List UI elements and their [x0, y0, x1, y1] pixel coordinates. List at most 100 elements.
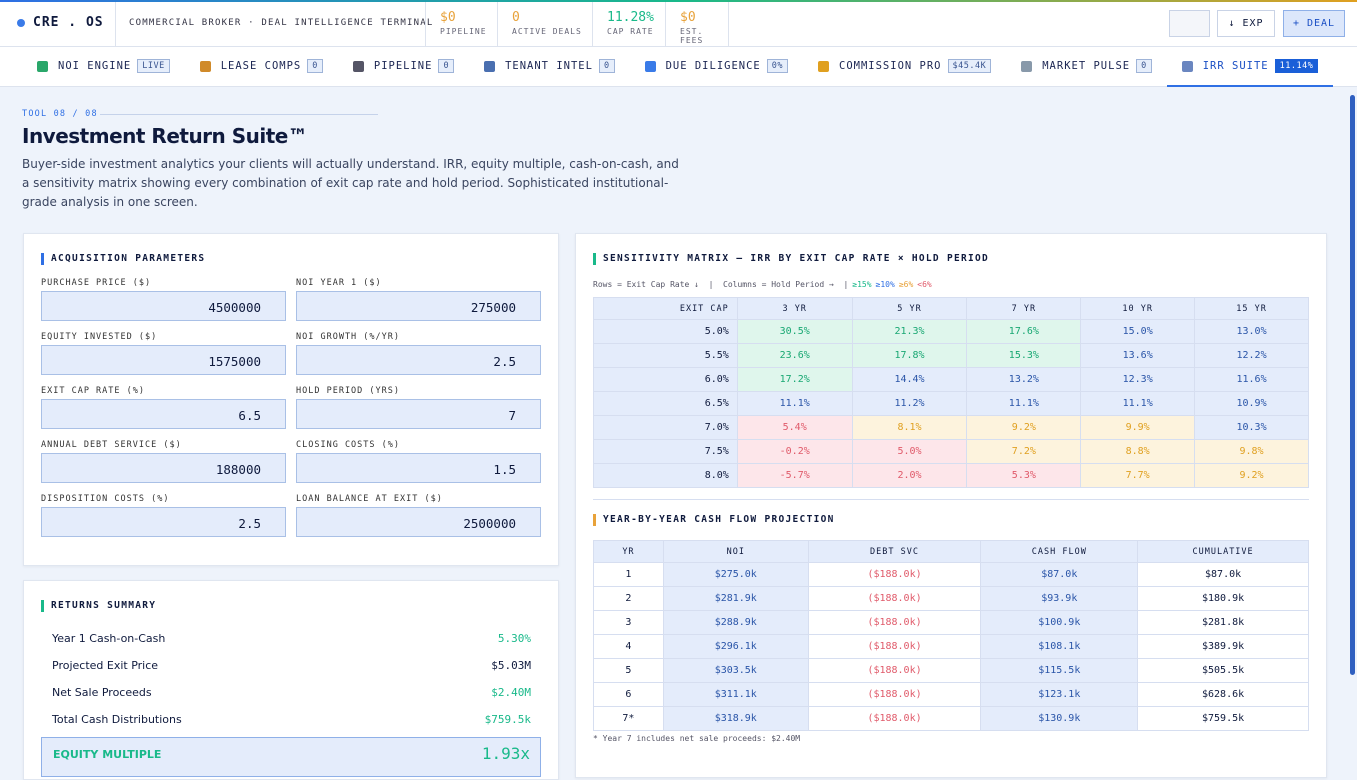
cashflow-cell: $281.9k [662, 586, 809, 611]
summary-label: Projected Exit Price [52, 659, 159, 672]
irr-cell: -0.2% [736, 439, 853, 464]
cashflow-cell: $180.9k [1137, 586, 1309, 611]
cashflow-cell: ($188.0k) [807, 634, 982, 659]
column-header: EXIT CAP [593, 297, 738, 320]
tab[interactable]: COMMISSION PRO $45.4K [803, 47, 1006, 87]
new-deal-button[interactable]: + DEAL [1283, 10, 1345, 37]
tab-label: NOI ENGINE [58, 60, 132, 72]
irr-cell: 11.1% [736, 391, 853, 416]
cashflow-cell: $311.1k [662, 682, 809, 707]
cashflow-row: 4 $296.1k ($188.0k) $108.1k $389.9k [593, 634, 1309, 659]
top-bar [0, 0, 1357, 47]
cashflow-row: 2 $281.9k ($188.0k) $93.9k $180.9k [593, 586, 1309, 611]
field-input[interactable]: 2.5 [296, 345, 541, 375]
tab[interactable]: NOI ENGINE LIVE [22, 47, 185, 87]
legend-item: ≥6% [898, 280, 914, 289]
irr-cell: 17.2% [736, 367, 853, 392]
legend-item: ≥15% [852, 280, 872, 289]
tab[interactable]: IRR SUITE 11.14% [1166, 47, 1334, 87]
tab-icon [1181, 60, 1193, 72]
stat-value: 0 [512, 10, 520, 25]
row-header: 7.5% [593, 439, 738, 464]
cashflow-cell: $389.9k [1137, 634, 1309, 659]
field-input[interactable]: 2500000 [296, 507, 541, 537]
tab-badge: 0 [1136, 59, 1152, 73]
analysis-card: SENSITIVITY MATRIX — IRR BY EXIT CAP RAT… [575, 233, 1327, 778]
field-input[interactable]: 7 [296, 399, 541, 429]
row-header: 6.0% [593, 367, 738, 392]
tab[interactable]: LEASE COMPS 0 [185, 47, 338, 87]
irr-cell: 12.2% [1194, 343, 1309, 368]
cashflow-cell: $123.1k [980, 682, 1139, 707]
irr-cell: 15.3% [966, 343, 1082, 368]
irr-cell: 12.3% [1080, 367, 1196, 392]
multiple-box: EQUITY MULTIPLE 1.93x [41, 737, 541, 777]
cashflow-cell: ($188.0k) [807, 706, 982, 731]
field-input[interactable]: 275000 [296, 291, 541, 321]
cashflow-cell: $100.9k [980, 610, 1139, 635]
cashflow-cell: 6 [593, 682, 664, 707]
irr-cell: -5.7% [736, 463, 853, 488]
tab-icon [484, 60, 496, 72]
logo-dot [17, 19, 25, 27]
tab[interactable]: PIPELINE 0 [338, 47, 469, 87]
irr-cell: 15.0% [1080, 319, 1196, 344]
stat-value: 11.28% [607, 10, 654, 25]
hero-description: Buyer-side investment analytics your cli… [22, 157, 679, 209]
divider [115, 2, 116, 47]
irr-cell: 11.1% [1080, 391, 1196, 416]
eyebrow-rule [100, 114, 378, 115]
irr-cell: 5.0% [851, 439, 968, 464]
export-button[interactable]: ↓ EXP [1217, 10, 1275, 37]
field-input[interactable]: 1575000 [41, 345, 286, 375]
theme-button[interactable] [1169, 10, 1210, 37]
irr-cell: 8.8% [1080, 439, 1196, 464]
cashflow-cell: $108.1k [980, 634, 1139, 659]
irr-cell: 13.6% [1080, 343, 1196, 368]
tab[interactable]: DUE DILIGENCE 0% [630, 47, 803, 87]
stat-label: PIPELINE [440, 27, 487, 36]
field-input[interactable]: 6.5 [41, 399, 286, 429]
multiple-label: EQUITY MULTIPLE [53, 748, 162, 761]
cashflow-cell: $115.5k [980, 658, 1139, 683]
field-input[interactable]: 188000 [41, 453, 286, 483]
matrix-row: 7.0% 5.4% 8.1% 9.2% 9.9% 10.3% [593, 415, 1309, 440]
row-header: 5.5% [593, 343, 738, 368]
cashflow-row: 3 $288.9k ($188.0k) $100.9k $281.8k [593, 610, 1309, 635]
cashflow-cell: $628.6k [1137, 682, 1309, 707]
field-input[interactable]: 4500000 [41, 291, 286, 321]
irr-cell: 9.9% [1080, 415, 1196, 440]
matrix-row: 7.5% -0.2% 5.0% 7.2% 8.8% 9.8% [593, 439, 1309, 464]
cashflow-cell: 2 [593, 586, 664, 611]
field-label: EQUITY INVESTED ($) [41, 332, 158, 342]
tab-icon [1021, 60, 1033, 72]
tab[interactable]: MARKET PULSE 0 [1006, 47, 1166, 87]
irr-cell: 11.6% [1194, 367, 1309, 392]
cashflow-cell: ($188.0k) [807, 682, 982, 707]
stat-label: EST. FEES [680, 27, 704, 45]
summary-value: $5.03M [491, 659, 531, 672]
tab-label: PIPELINE [373, 60, 433, 72]
logo: CRE . OS [33, 15, 104, 30]
field-label: PURCHASE PRICE ($) [41, 278, 152, 288]
field-label: LOAN BALANCE AT EXIT ($) [296, 494, 443, 504]
stat-label: CAP RATE [607, 27, 654, 36]
stat-value: $0 [680, 10, 696, 25]
column-header: NOI [662, 540, 809, 563]
irr-cell: 7.7% [1080, 463, 1196, 488]
field-input[interactable]: 1.5 [296, 453, 541, 483]
tab[interactable]: TENANT INTEL 0 [469, 47, 629, 87]
column-header: DEBT SVC [807, 540, 982, 563]
matrix-row: 5.5% 23.6% 17.8% 15.3% 13.6% 12.2% [593, 343, 1309, 368]
card-title: ACQUISITION PARAMETERS [41, 253, 205, 265]
returns-card: RETURNS SUMMARY Year 1 Cash-on-Cash 5.30% P… [23, 580, 559, 780]
card-title: YEAR-BY-YEAR CASH FLOW PROJECTION [593, 514, 835, 526]
field-input[interactable]: 2.5 [41, 507, 286, 537]
tab-label: DUE DILIGENCE [665, 60, 761, 72]
stat: 11.28% CAP RATE [592, 2, 665, 47]
tab-label: LEASE COMPS [220, 60, 302, 72]
tab-label: IRR SUITE [1202, 60, 1269, 72]
column-header: CUMULATIVE [1137, 540, 1309, 563]
cashflow-cell: $275.0k [662, 562, 809, 587]
